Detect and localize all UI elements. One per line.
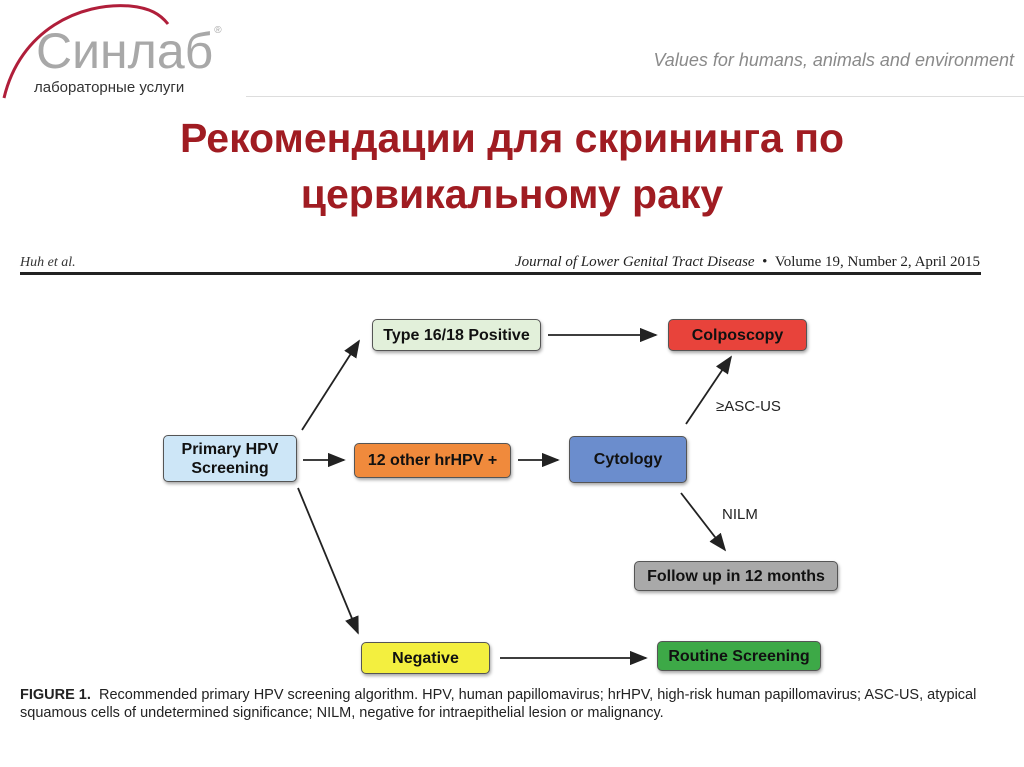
journal-name: Journal of Lower Genital Tract Disease: [515, 254, 755, 270]
node-label: Type 16/18 Positive: [383, 326, 530, 344]
node-routine-screening: Routine Screening: [657, 641, 821, 671]
separator: •: [762, 254, 768, 270]
logo-subtitle: лабораторные услуги: [34, 79, 185, 96]
figure-journal-info: Journal of Lower Genital Tract Disease •…: [515, 254, 980, 271]
logo-name: Синлаб: [36, 23, 214, 79]
node-label: Routine Screening: [668, 647, 810, 665]
header-rule: [20, 272, 981, 275]
title-line-2: цервикальному раку: [300, 171, 724, 217]
caption-text: Recommended primary HPV screening algori…: [20, 687, 977, 721]
arrow-cytology-to-followup: [680, 492, 727, 552]
node-negative: Negative: [361, 642, 490, 674]
title-line-1: Рекомендации для скрининга по: [179, 115, 845, 161]
node-label: Primary HPV Screening: [181, 440, 279, 477]
node-type-16-18-positive: Type 16/18 Positive: [372, 319, 541, 351]
node-follow-up: Follow up in 12 months: [634, 561, 838, 591]
figure-caption: FIGURE 1. Recommended primary HPV screen…: [20, 686, 1010, 722]
tagline: Values for humans, animals and environme…: [653, 50, 1014, 70]
node-colposcopy: Colposcopy: [668, 319, 807, 351]
node-label: Follow up in 12 months: [647, 567, 825, 585]
arrow-primary-to-type1618: [301, 339, 360, 431]
divider: [246, 96, 1024, 97]
arrow-cytology-to-colposcopy: [685, 355, 733, 425]
node-primary-hpv-screening: Primary HPV Screening: [163, 435, 297, 482]
node-label: Cytology: [593, 451, 663, 468]
node-cytology: Cytology: [569, 436, 687, 483]
page-title: Рекомендации для скрининга по цервикальн…: [0, 110, 1024, 222]
figure-authors: Huh et al.: [20, 255, 76, 270]
logo-arc: [2, 4, 170, 99]
logo-registered-mark: ®: [214, 25, 222, 36]
logo: Синлаб®: [36, 23, 222, 79]
journal-volume: Volume 19, Number 2, April 2015: [774, 254, 980, 270]
arrow-primary-to-negative: [297, 487, 359, 635]
node-label: 12 other hrHPV +: [367, 452, 498, 469]
edge-label-nilm: NILM: [722, 506, 758, 523]
caption-label: FIGURE 1.: [20, 687, 91, 703]
node-12-other-hrhpv: 12 other hrHPV +: [354, 443, 511, 478]
node-label: Negative: [392, 649, 459, 667]
node-label: Colposcopy: [691, 326, 784, 344]
edge-label-asc-us: ≥ASC-US: [716, 398, 781, 415]
